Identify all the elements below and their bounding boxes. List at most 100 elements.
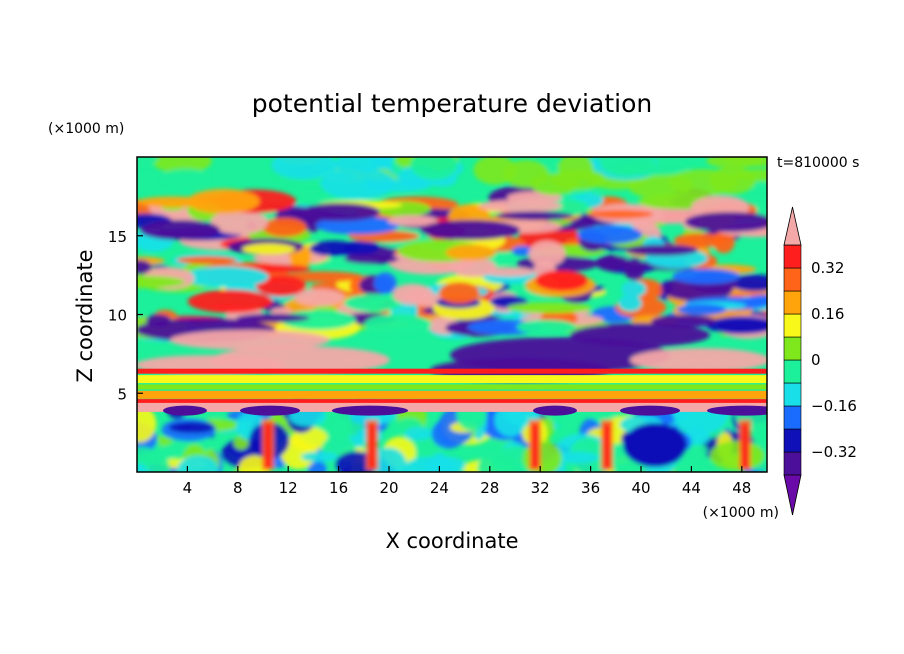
field-cell bbox=[271, 157, 337, 180]
field-cell bbox=[630, 348, 767, 372]
x-tick-label: 36 bbox=[581, 479, 600, 497]
field-cell bbox=[495, 211, 574, 221]
field-cell bbox=[625, 244, 699, 256]
field-cell bbox=[621, 280, 647, 298]
field-cell bbox=[404, 427, 433, 441]
field-cell bbox=[290, 426, 329, 452]
field-plume bbox=[742, 424, 748, 468]
heatmap-field bbox=[137, 157, 767, 472]
field-cell bbox=[445, 244, 496, 261]
x-tick-label: 28 bbox=[480, 479, 499, 497]
field-cell bbox=[309, 240, 359, 257]
field-cell bbox=[240, 405, 300, 416]
z-unit-label: (×1000 m) bbox=[48, 121, 124, 137]
x-tick-label: 44 bbox=[682, 479, 701, 497]
field-cell bbox=[618, 294, 642, 312]
field-cell bbox=[140, 220, 220, 240]
field-band bbox=[137, 384, 767, 390]
field-cell bbox=[255, 275, 307, 297]
colorbar-bin bbox=[783, 359, 802, 384]
x-axis-label: X coordinate bbox=[385, 529, 518, 553]
field-cell bbox=[620, 405, 680, 416]
field-cell bbox=[595, 254, 630, 271]
field-cell bbox=[333, 407, 353, 442]
colorbar-bin bbox=[783, 290, 802, 315]
field-band bbox=[137, 368, 767, 374]
field-cell bbox=[685, 212, 767, 232]
colorbar-tick-label: −0.16 bbox=[811, 397, 857, 415]
field-cell bbox=[507, 302, 592, 314]
field-cell bbox=[503, 160, 549, 189]
field-cell bbox=[577, 225, 643, 244]
field-cell bbox=[280, 309, 356, 330]
colorbar-tick-label: 0.32 bbox=[811, 259, 844, 277]
field-cell bbox=[320, 167, 396, 200]
field-cell bbox=[522, 441, 562, 472]
field-cell bbox=[438, 282, 480, 304]
field-cell bbox=[533, 405, 577, 416]
field-cell bbox=[479, 199, 562, 213]
x-tick-label: 48 bbox=[732, 479, 751, 497]
colorbar-extend-bottom bbox=[783, 474, 802, 516]
field-cell bbox=[552, 451, 599, 464]
field-cell bbox=[364, 313, 432, 336]
field-cell bbox=[300, 203, 380, 221]
field-cell bbox=[672, 268, 741, 284]
field-cell bbox=[723, 157, 767, 167]
field-cell bbox=[512, 245, 534, 256]
colorbar-bin bbox=[783, 244, 802, 269]
field-cell bbox=[712, 230, 735, 254]
field-cell bbox=[332, 405, 408, 416]
colorbar-bin bbox=[783, 428, 802, 453]
colorbar-bin bbox=[783, 313, 802, 338]
z-axis: 5 10 15 bbox=[108, 228, 143, 403]
field-cell bbox=[168, 421, 216, 433]
field-cell bbox=[387, 215, 438, 227]
field-band bbox=[137, 375, 767, 384]
field-cell bbox=[242, 243, 296, 255]
field-cell bbox=[516, 319, 577, 335]
x-unit-label: (×1000 m) bbox=[703, 505, 779, 521]
field-cell bbox=[344, 293, 402, 313]
field-blobs bbox=[137, 157, 767, 472]
field-cell bbox=[301, 451, 338, 462]
field-cell bbox=[373, 272, 397, 295]
field-cell bbox=[137, 446, 156, 465]
z-axis-label: Z coordinate bbox=[73, 249, 97, 382]
colorbar-extend-top bbox=[783, 206, 802, 246]
field-cell bbox=[137, 275, 185, 289]
colorbar-bin bbox=[783, 267, 802, 292]
colorbar: 0.32 0.16 0 −0.16 −0.32 bbox=[783, 206, 857, 516]
colorbar-bin bbox=[783, 382, 802, 407]
field-cell bbox=[161, 168, 210, 186]
field-cell bbox=[187, 188, 260, 214]
field-cell bbox=[599, 157, 654, 177]
field-cell bbox=[137, 405, 157, 443]
field-cell bbox=[570, 323, 710, 347]
field-plume bbox=[369, 424, 375, 468]
field-cell bbox=[137, 157, 159, 167]
field-cell bbox=[709, 440, 765, 471]
x-tick-label: 16 bbox=[329, 479, 348, 497]
z-tick-label: 5 bbox=[117, 385, 127, 403]
field-cell bbox=[187, 289, 273, 313]
field-cell bbox=[410, 157, 458, 181]
colorbar-bin bbox=[783, 451, 802, 476]
field-cell bbox=[170, 330, 330, 350]
field-cell bbox=[152, 157, 212, 174]
colorbar-tick-label: 0 bbox=[811, 351, 821, 369]
field-cell bbox=[707, 405, 767, 416]
field-cell bbox=[262, 217, 307, 237]
field-cell bbox=[668, 169, 738, 196]
x-tick-label: 4 bbox=[183, 479, 193, 497]
field-cell bbox=[137, 260, 152, 275]
field-band bbox=[137, 399, 767, 404]
x-tick-label: 8 bbox=[233, 479, 243, 497]
field-cell bbox=[420, 220, 520, 240]
field-cell bbox=[392, 283, 433, 305]
field-cell bbox=[282, 271, 363, 283]
time-label: t=810000 s bbox=[777, 155, 859, 171]
x-tick-label: 40 bbox=[631, 479, 650, 497]
field-cell bbox=[680, 449, 698, 472]
